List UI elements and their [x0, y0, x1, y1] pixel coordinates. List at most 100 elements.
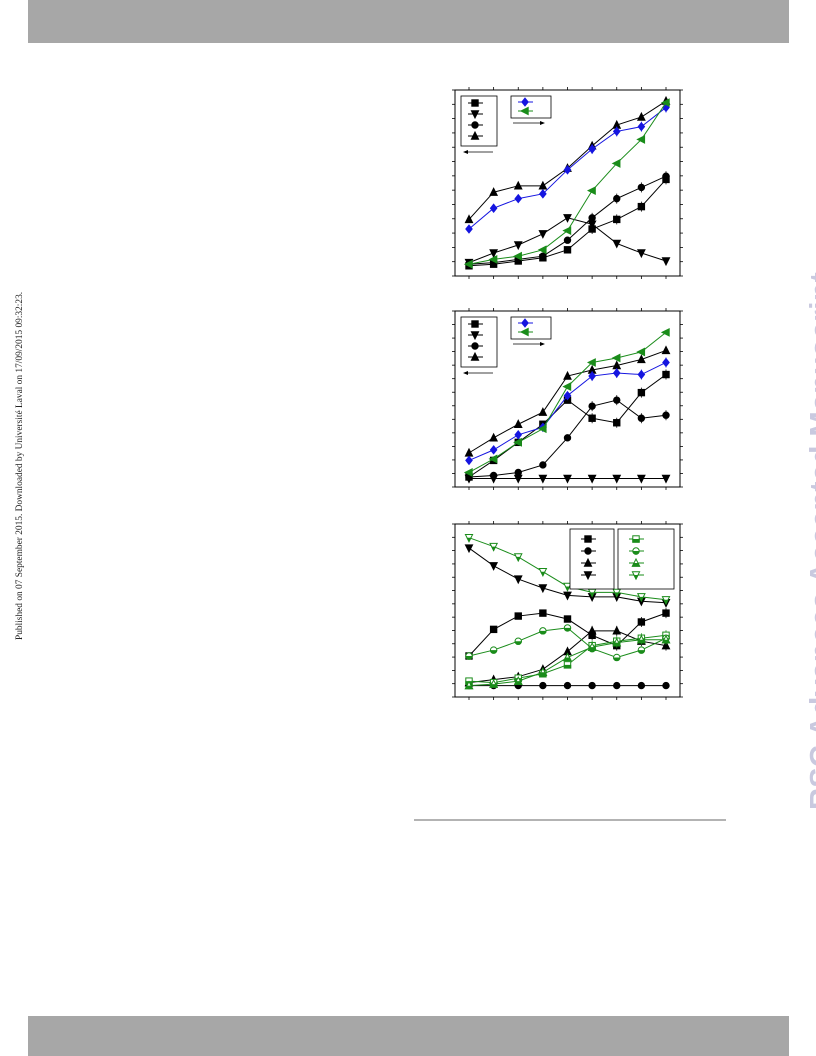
data-point	[563, 370, 572, 380]
data-point	[538, 584, 548, 594]
watermark: RSC Advances Accepted Manuscript	[804, 271, 816, 810]
data-point	[489, 187, 499, 196]
data-point	[661, 474, 671, 484]
data-point	[489, 432, 499, 442]
data-point	[587, 358, 596, 367]
right-arrow-head	[540, 342, 545, 346]
data-point	[489, 471, 498, 480]
data-point	[463, 259, 473, 269]
left-arrow-head	[463, 371, 468, 375]
data-point	[636, 639, 646, 644]
data-point	[513, 575, 523, 585]
data-point	[588, 681, 596, 690]
data-point	[636, 249, 646, 259]
data-point	[661, 345, 671, 355]
data-point	[489, 650, 498, 654]
data-point	[587, 625, 597, 635]
data-point	[563, 664, 572, 669]
legend-key-marker	[632, 539, 640, 543]
data-point	[463, 468, 473, 477]
legend-left	[460, 316, 498, 375]
data-point	[663, 599, 669, 605]
legend-key-marker	[632, 551, 640, 555]
legend-right	[510, 95, 552, 125]
data-point	[612, 642, 622, 647]
data-point	[563, 246, 572, 254]
data-point	[613, 419, 621, 427]
data-point	[537, 245, 547, 255]
data-point	[514, 430, 523, 440]
legend-key-marker	[584, 535, 592, 543]
data-point	[636, 111, 646, 121]
data-point	[636, 474, 646, 484]
legend	[569, 528, 675, 590]
data-point	[588, 402, 596, 410]
footer-bar	[28, 1016, 789, 1056]
data-point	[563, 165, 572, 175]
data-point	[562, 382, 572, 391]
publication-note: Published on 07 September 2015. Download…	[15, 291, 25, 640]
data-point	[513, 251, 522, 261]
data-point	[636, 347, 646, 357]
data-point	[489, 249, 499, 259]
data-point	[588, 214, 596, 222]
data-point	[661, 639, 671, 644]
legend-key-marker	[470, 331, 480, 341]
data-point	[538, 230, 548, 239]
legend-box	[460, 95, 498, 147]
data-point	[563, 390, 572, 401]
data-point	[662, 609, 670, 617]
legend-key-marker	[471, 121, 479, 129]
data-point	[489, 625, 498, 634]
data-point	[464, 447, 474, 457]
legend-key-marker	[470, 130, 480, 140]
data-point	[613, 215, 621, 224]
data-point	[464, 214, 474, 224]
data-point	[489, 445, 498, 455]
data-point	[660, 98, 670, 108]
data-point	[637, 121, 646, 132]
data-point	[612, 368, 621, 378]
data-point	[564, 586, 571, 592]
data-point	[662, 357, 670, 368]
data-point	[636, 354, 646, 364]
series-5	[463, 327, 670, 477]
data-point	[488, 254, 498, 264]
data-point	[489, 684, 499, 688]
data-point	[613, 681, 621, 690]
data-point	[589, 592, 595, 598]
series-6	[464, 634, 671, 690]
data-point	[538, 672, 548, 676]
data-point	[514, 193, 523, 204]
legend-key-marker	[519, 327, 529, 337]
data-point	[613, 194, 621, 203]
legend-box	[510, 95, 552, 119]
legend-key-marker	[633, 575, 639, 581]
data-point	[588, 144, 596, 154]
data-point	[539, 681, 547, 690]
series-4	[465, 102, 670, 234]
legend-right	[510, 316, 552, 346]
data-point	[563, 434, 572, 442]
legend-key-marker	[471, 342, 479, 350]
data-point	[637, 202, 646, 211]
legend-key-marker	[584, 547, 592, 555]
legend-key-marker	[471, 99, 479, 107]
chart-panel-middle	[452, 308, 683, 490]
data-point	[465, 224, 473, 234]
data-point	[491, 546, 497, 552]
data-point	[513, 180, 523, 190]
data-point	[587, 647, 597, 651]
data-point	[513, 419, 523, 428]
data-point	[537, 424, 547, 434]
data-point	[540, 571, 546, 577]
data-point	[563, 236, 572, 244]
legend-key-marker	[470, 351, 480, 361]
series-5	[463, 98, 670, 269]
data-point	[611, 159, 621, 168]
data-point	[587, 474, 597, 484]
data-point	[538, 474, 548, 484]
data-point	[488, 454, 498, 464]
data-point	[489, 562, 499, 571]
data-point	[563, 214, 572, 223]
